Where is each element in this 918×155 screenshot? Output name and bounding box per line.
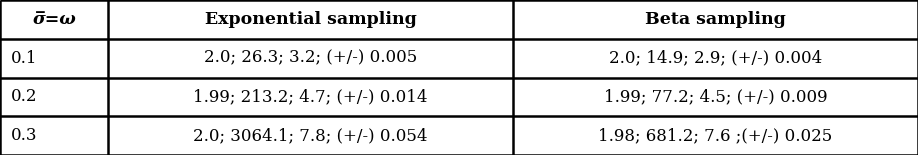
Text: 0.3: 0.3 [11, 127, 38, 144]
Text: 0.2: 0.2 [11, 88, 38, 105]
Text: 0.1: 0.1 [11, 50, 38, 67]
Text: 1.98; 681.2; 7.6 ;(+/-) 0.025: 1.98; 681.2; 7.6 ;(+/-) 0.025 [599, 127, 833, 144]
Text: Exponential sampling: Exponential sampling [205, 11, 417, 28]
Text: 2.0; 14.9; 2.9; (+/-) 0.004: 2.0; 14.9; 2.9; (+/-) 0.004 [609, 50, 823, 67]
Text: 1.99; 213.2; 4.7; (+/-) 0.014: 1.99; 213.2; 4.7; (+/-) 0.014 [194, 88, 428, 105]
Text: 2.0; 3064.1; 7.8; (+/-) 0.054: 2.0; 3064.1; 7.8; (+/-) 0.054 [194, 127, 428, 144]
Text: Beta sampling: Beta sampling [645, 11, 786, 28]
Text: 2.0; 26.3; 3.2; (+/-) 0.005: 2.0; 26.3; 3.2; (+/-) 0.005 [204, 50, 418, 67]
Text: 1.99; 77.2; 4.5; (+/-) 0.009: 1.99; 77.2; 4.5; (+/-) 0.009 [604, 88, 827, 105]
Text: σ̅=ω: σ̅=ω [32, 11, 76, 28]
